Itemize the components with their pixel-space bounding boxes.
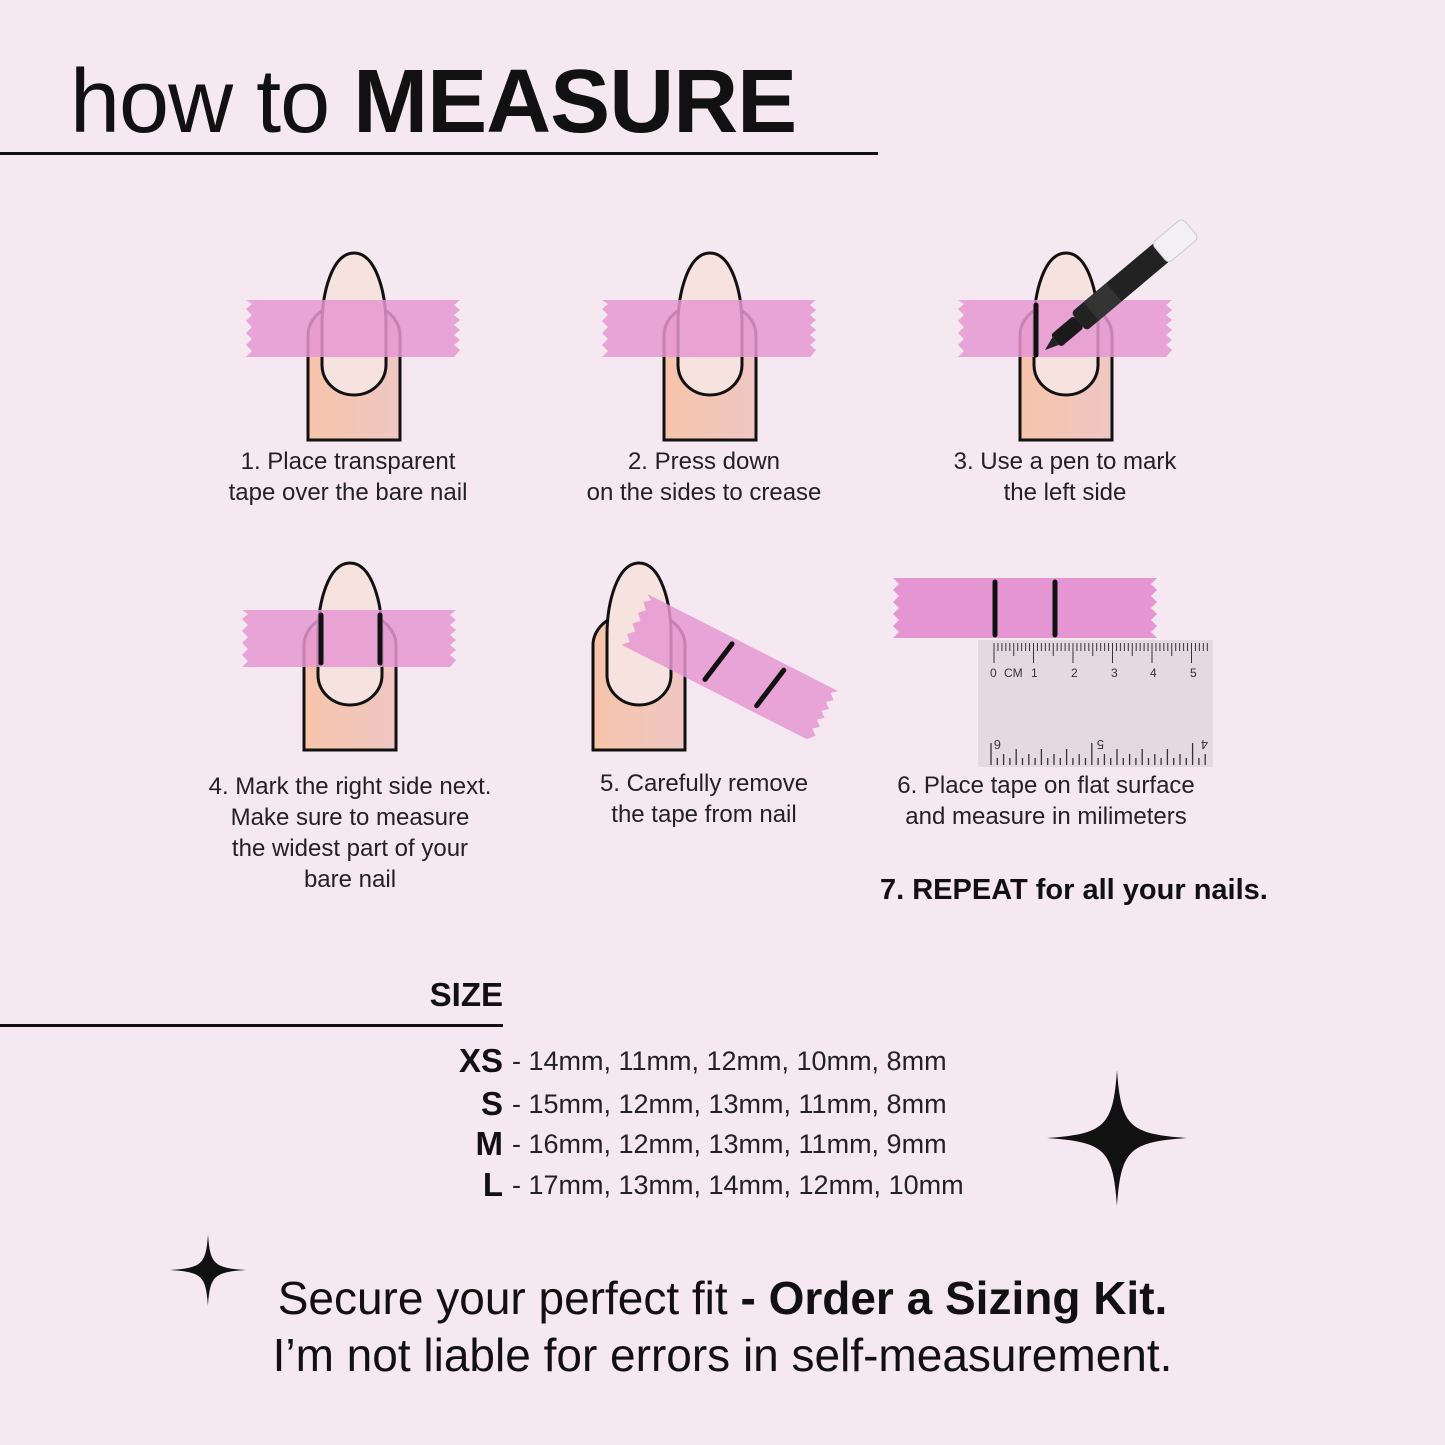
sparkle-icon-large (1047, 1070, 1187, 1206)
step1-illustration (246, 251, 460, 442)
caption-line: 1. Place transparent (240, 448, 456, 475)
caption-line: bare nail (303, 866, 397, 893)
step6-illustration: 0 CM 1 2 3 4 5 6 5 4 (893, 578, 1213, 767)
size-values: - 16mm, 12mm, 13mm, 11mm, 9mm (512, 1129, 947, 1159)
ruler (978, 640, 1213, 767)
ruler-label-4-inv: 4 (1201, 737, 1208, 752)
size-label: M (475, 1125, 504, 1162)
ruler-ticks (990, 643, 1208, 765)
title-bold: MEASURE (353, 52, 797, 152)
ruler-label-5: 5 (1190, 666, 1197, 680)
pen-icon (1045, 219, 1198, 350)
title-underline (0, 152, 878, 155)
ruler-label-cm: CM (1004, 666, 1023, 680)
caption-line: tape over the bare nail (228, 479, 468, 506)
caption-line: on the sides to crease (586, 479, 822, 506)
step-3-caption: 3. Use a pen to mark the left side (954, 446, 1177, 508)
caption-line: the tape from nail (611, 801, 797, 828)
size-row-xs: XS - 14mm, 11mm, 12mm, 10mm, 8mm (0, 1042, 1445, 1084)
caption-line: 3. Use a pen to mark (953, 448, 1177, 475)
step-2-caption: 2. Press down on the sides to crease (587, 446, 822, 508)
caption-line: the widest part of your (231, 835, 469, 862)
footer-cta-regular: Secure your perfect fit (277, 1272, 741, 1324)
size-values: - 14mm, 11mm, 12mm, 10mm, 8mm (512, 1046, 947, 1076)
size-label: XS (458, 1042, 503, 1079)
tape (242, 610, 456, 667)
pen-mark-right (754, 667, 787, 709)
caption-line: Make sure to measure (230, 804, 470, 831)
size-values: - 17mm, 13mm, 14mm, 12mm, 10mm (512, 1170, 964, 1200)
ruler-label-4: 4 (1150, 666, 1157, 680)
sparkle-icon-small (170, 1234, 246, 1306)
step-4-caption: 4. Mark the right side next. Make sure to… (209, 771, 492, 895)
ruler-label-3: 3 (1111, 666, 1118, 680)
size-row-m: M - 16mm, 12mm, 13mm, 11mm, 9mm (0, 1125, 1445, 1167)
caption-line: and measure in milimeters (905, 803, 1187, 830)
pen-mark-left (702, 641, 735, 682)
step2-illustration (602, 251, 816, 442)
ruler-label-2: 2 (1071, 666, 1078, 680)
size-row-s: S - 15mm, 12mm, 13mm, 11mm, 8mm (0, 1085, 1445, 1127)
step-7-repeat: 7. REPEAT for all your nails. (880, 874, 1268, 906)
footer-cta-bold[interactable]: - Order a Sizing Kit. (740, 1272, 1168, 1324)
title-light: how to (70, 52, 354, 152)
caption-line: the left side (1003, 479, 1127, 506)
ruler-label-5-inv: 5 (1097, 737, 1104, 752)
page-title: how to MEASURE (70, 52, 797, 152)
step-6-caption: 6. Place tape on flat surface and measure… (897, 770, 1195, 832)
size-values: - 15mm, 12mm, 13mm, 11mm, 8mm (512, 1089, 947, 1119)
caption-line: 2. Press down (627, 448, 781, 475)
caption-line: 5. Carefully remove (599, 770, 809, 797)
size-row-l: L - 17mm, 13mm, 14mm, 12mm, 10mm (0, 1166, 1445, 1208)
step3-illustration (958, 251, 1172, 442)
ruler-label-6-inv: 6 (994, 737, 1001, 752)
size-label: S (480, 1085, 503, 1122)
tape (246, 300, 460, 357)
step4-illustration (242, 561, 456, 752)
footer-cta: Secure your perfect fit - Order a Sizing… (0, 1270, 1445, 1326)
ruler-label-0: 0 (990, 666, 997, 680)
step-1-caption: 1. Place transparent tape over the bare n… (229, 446, 468, 508)
tape (893, 578, 1157, 638)
size-heading: SIZE (429, 976, 503, 1013)
caption-line: 4. Mark the right side next. (208, 773, 492, 800)
ruler-label-1: 1 (1031, 666, 1038, 680)
tape (602, 300, 816, 357)
size-underline (0, 1024, 503, 1027)
size-label: L (482, 1166, 503, 1203)
step5-illustration (591, 561, 839, 752)
step-5-caption: 5. Carefully remove the tape from nail (600, 768, 808, 830)
caption-line: 6. Place tape on flat surface (897, 772, 1195, 799)
footer-disclaimer: I’m not liable for errors in self-measur… (272, 1329, 1173, 1381)
